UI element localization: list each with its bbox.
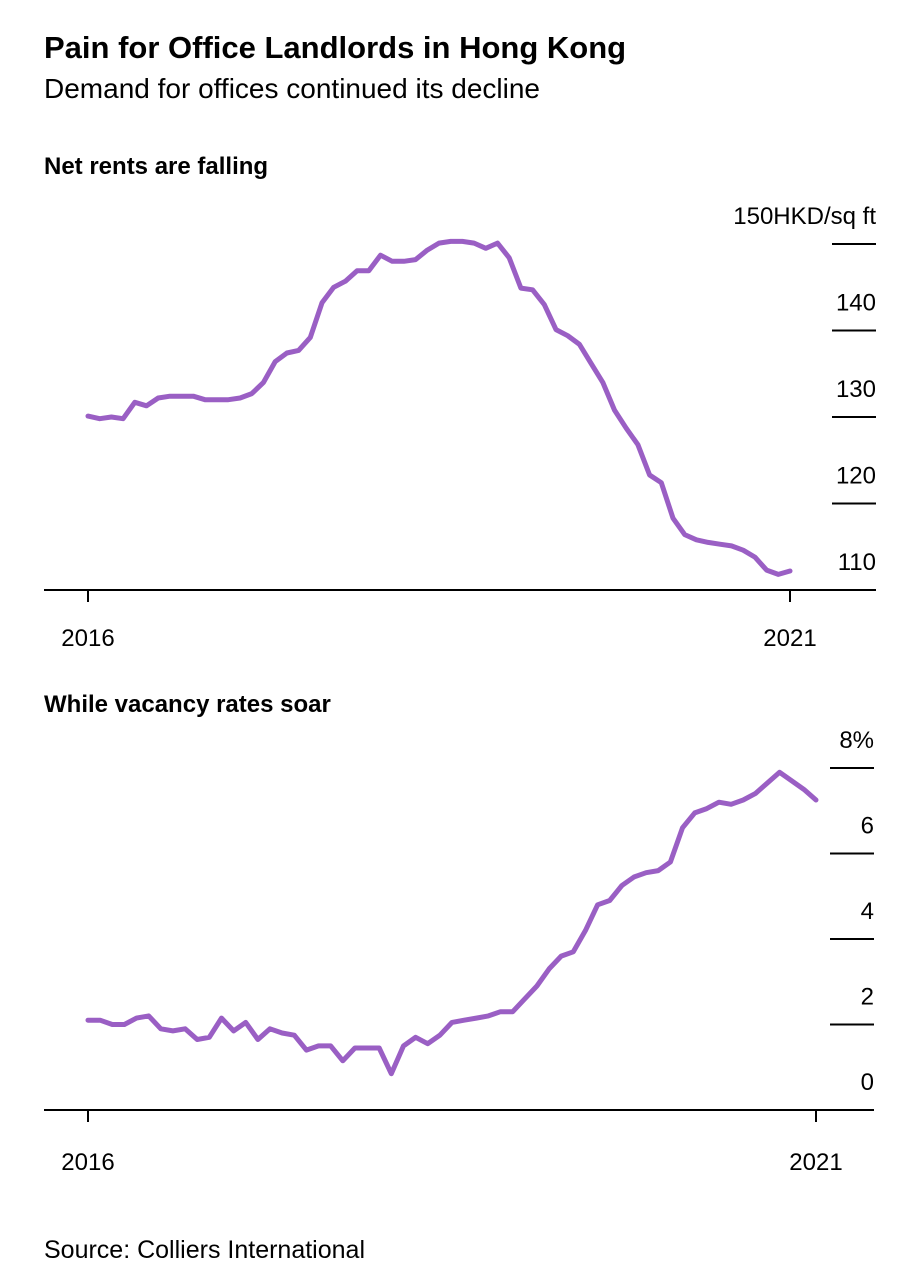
page-subtitle: Demand for offices continued its decline (44, 73, 540, 104)
page-title: Pain for Office Landlords in Hong Kong (44, 30, 626, 65)
data-line (85, 769, 819, 1077)
y-tick-label: 130 (836, 376, 876, 403)
y-tick-label: 4 (861, 898, 874, 925)
x-tick-label: 2021 (763, 625, 816, 652)
x-tick-label: 2016 (61, 625, 114, 652)
y-tick-label: 140 (836, 290, 876, 317)
y-tick-label: 8% (839, 727, 874, 754)
y-tick-label: 110 (838, 549, 876, 576)
y-tick-label: 2 (861, 983, 874, 1010)
y-tick-label: 6 (861, 812, 874, 839)
data-line (85, 238, 793, 577)
x-tick-label: 2016 (61, 1149, 114, 1176)
y-tick-label: 120 (836, 463, 876, 490)
chart-title: Net rents are falling (44, 153, 268, 180)
chart-title: While vacancy rates soar (44, 691, 331, 718)
source: Source: Colliers International (44, 1236, 365, 1264)
y-tick-label: 0 (861, 1069, 874, 1096)
x-tick-label: 2021 (789, 1149, 842, 1176)
y-tick-label: 150HKD/sq ft (733, 203, 876, 230)
